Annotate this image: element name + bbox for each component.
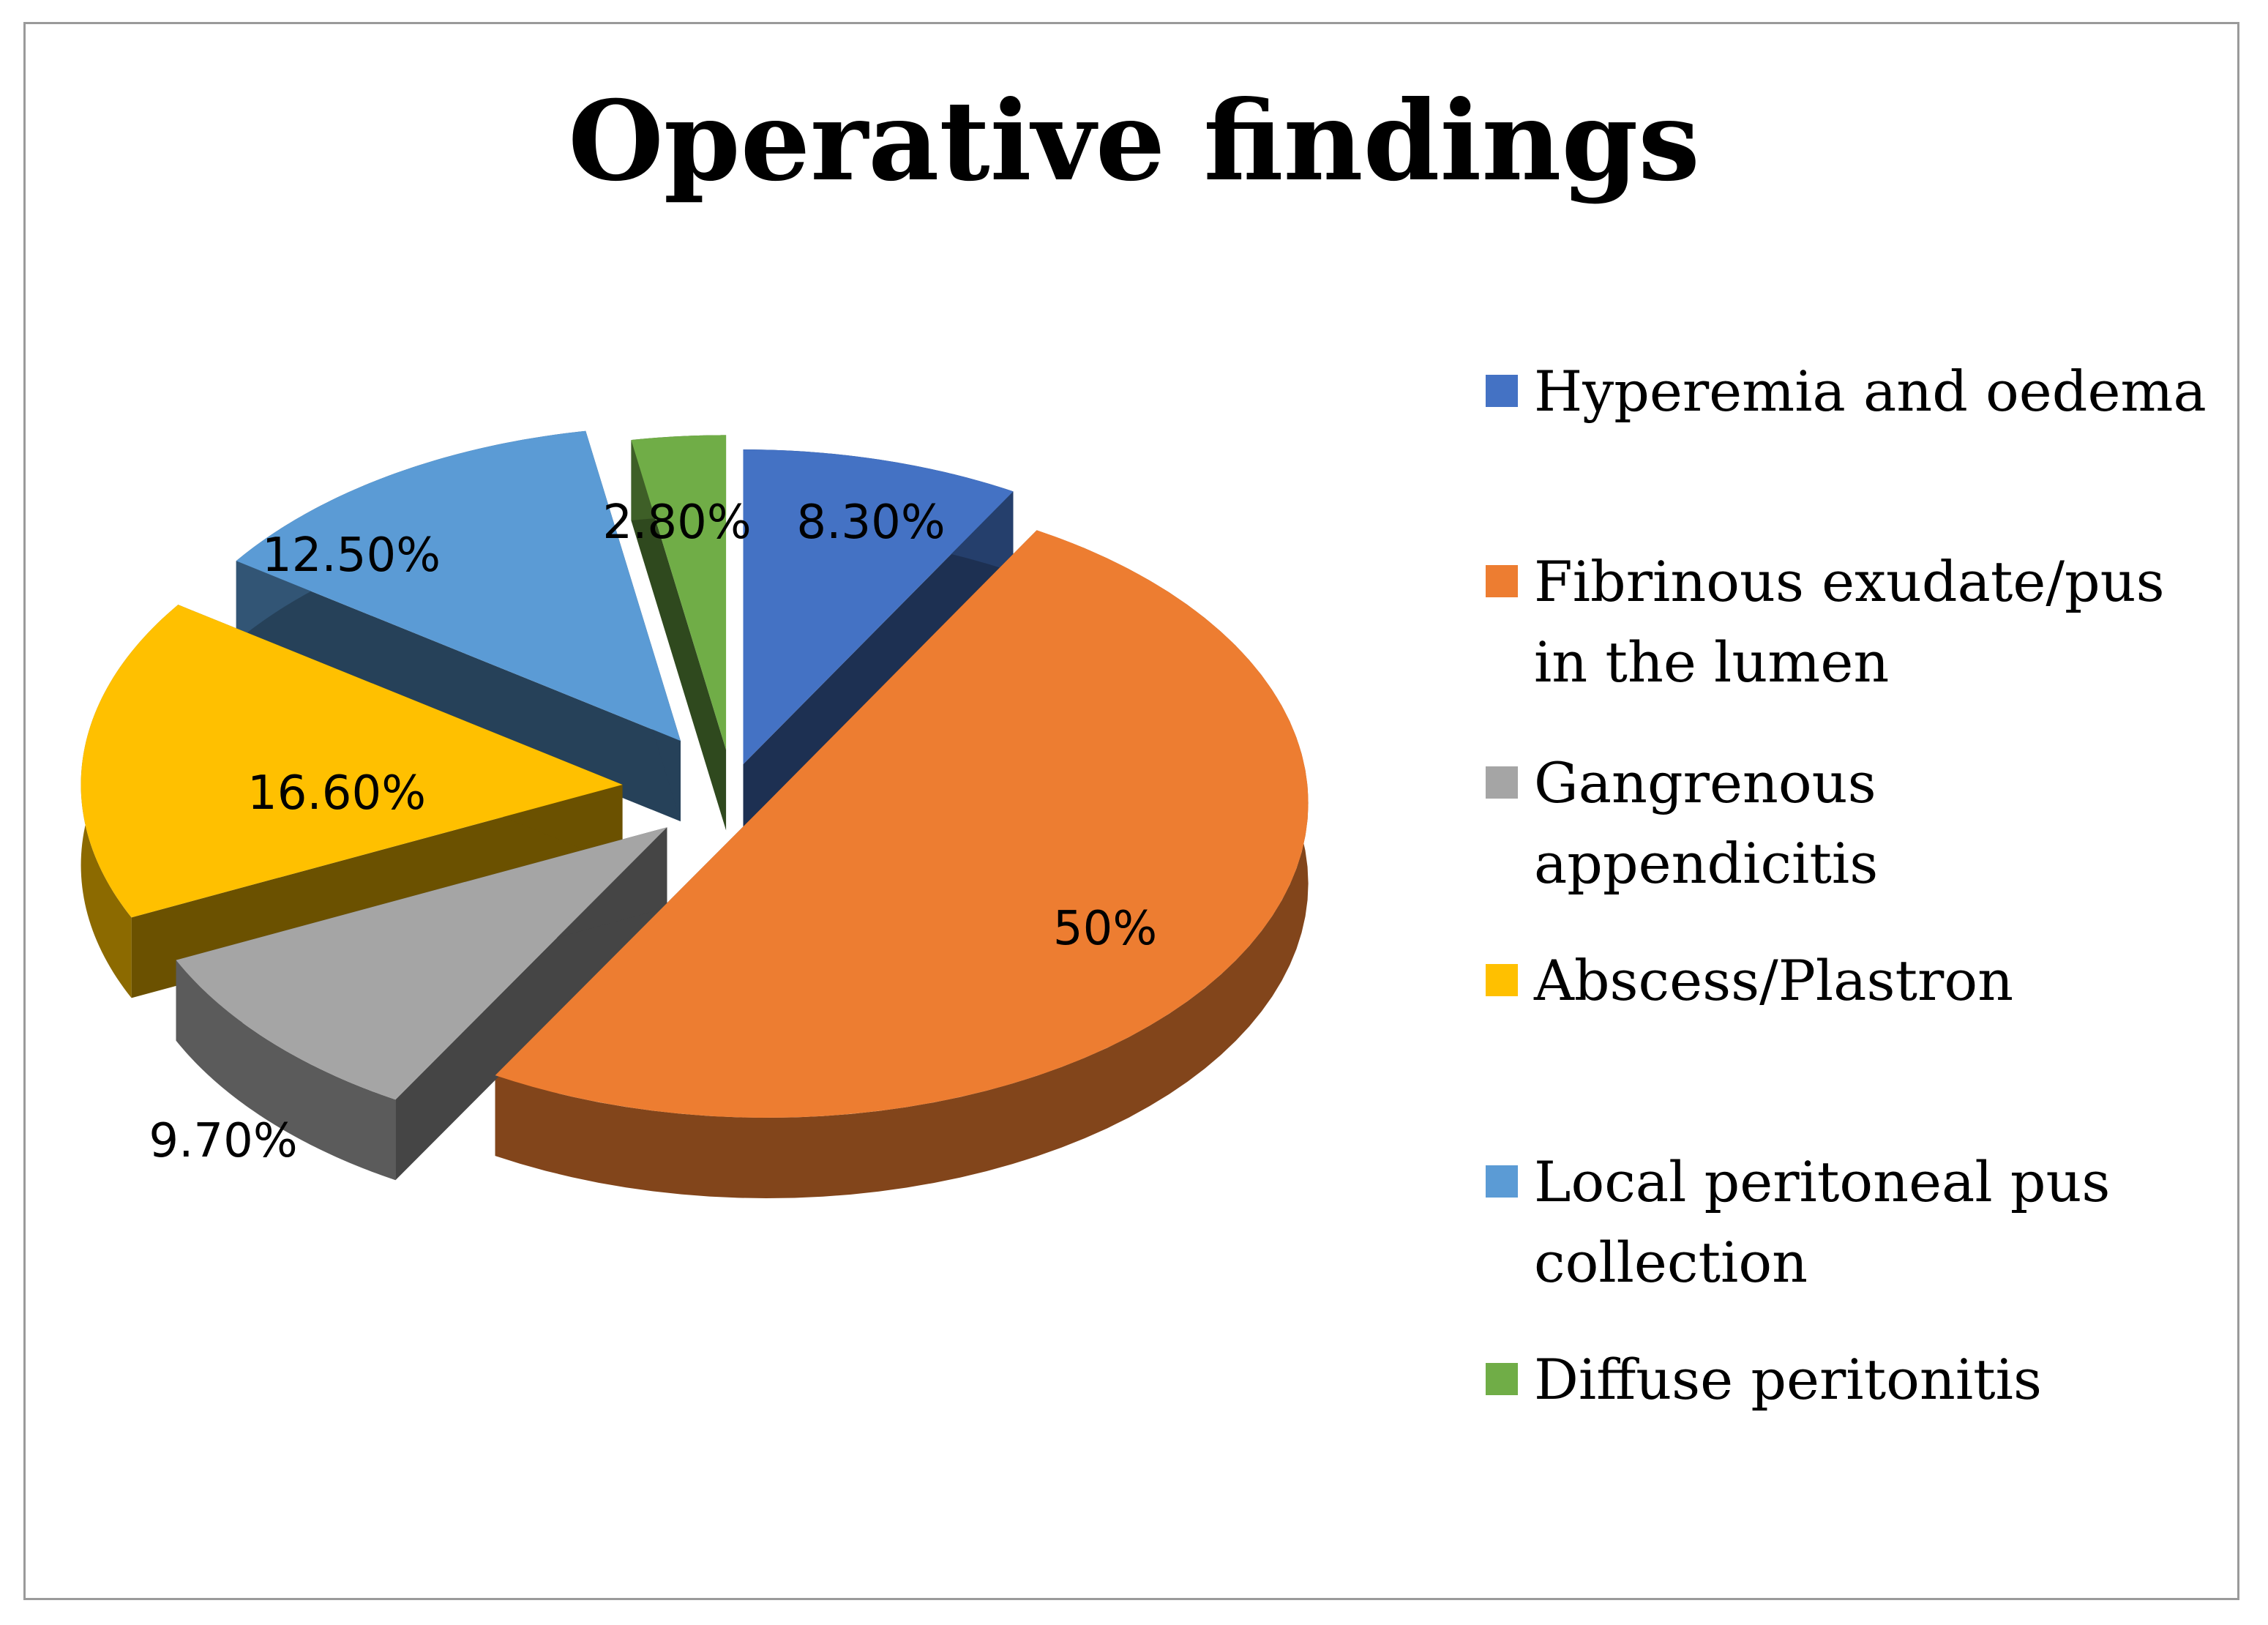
legend-item: Hyperemia and oedema — [1486, 351, 2232, 432]
pie-slice-fibrinous-exudate-pus-in-the-lumen — [495, 530, 1309, 1118]
data-label-2: 9.70% — [149, 1114, 297, 1168]
pie-tops — [81, 430, 1309, 1118]
legend-swatch — [1486, 964, 1518, 996]
chart-title: Operative findings — [568, 77, 1700, 206]
legend-label: Gangrenous appendicitis — [1534, 750, 1879, 896]
data-label-0: 8.30% — [796, 496, 945, 550]
legend-swatch — [1486, 565, 1518, 597]
pie-slice-abscess-plastron — [81, 605, 623, 918]
legend-item: Local peritoneal pus collection — [1486, 1142, 2232, 1303]
pie-labels: 8.30% 50% 9.70% 16.60% 12.50% 2.80% — [149, 496, 1157, 1168]
legend-item: Fibrinous exudate/pus in the lumen — [1486, 542, 2232, 703]
legend-label: Fibrinous exudate/pus in the lumen — [1534, 549, 2165, 695]
pie-slice-local-peritoneal-pus-collection — [236, 430, 681, 741]
pie-slice-hyperemia-and-oedema — [743, 449, 1014, 765]
data-label-1: 50% — [1053, 902, 1157, 956]
legend-swatch — [1486, 1363, 1518, 1395]
data-label-3: 16.60% — [247, 766, 426, 821]
data-label-4: 12.50% — [262, 528, 441, 583]
legend-label: Hyperemia and oedema — [1534, 359, 2207, 424]
legend-item: Abscess/Plastron — [1486, 941, 2232, 1021]
legend-swatch — [1486, 375, 1518, 407]
legend-swatch — [1486, 1165, 1518, 1198]
pie-wall-4-0 — [236, 561, 681, 822]
pie-wall-0-1 — [743, 491, 1014, 845]
legend-label: Abscess/Plastron — [1534, 948, 2014, 1013]
legend-swatch — [1486, 766, 1518, 799]
legend-label: Local peritoneal pus collection — [1534, 1149, 2111, 1295]
legend-item: Gangrenous appendicitis — [1486, 743, 2232, 904]
pie-wall-5-0 — [631, 440, 727, 831]
legend-label: Diffuse peritonitis — [1534, 1347, 2042, 1412]
pie-slice-gangrenous-appendicitis — [176, 827, 667, 1100]
legend-item: Diffuse peritonitis — [1486, 1340, 2232, 1420]
data-label-5: 2.80% — [602, 496, 751, 550]
pie-rim-2 — [176, 960, 396, 1181]
pie-slice-diffuse-peritonitis — [631, 435, 727, 750]
pie-rim-1 — [495, 530, 1309, 1199]
